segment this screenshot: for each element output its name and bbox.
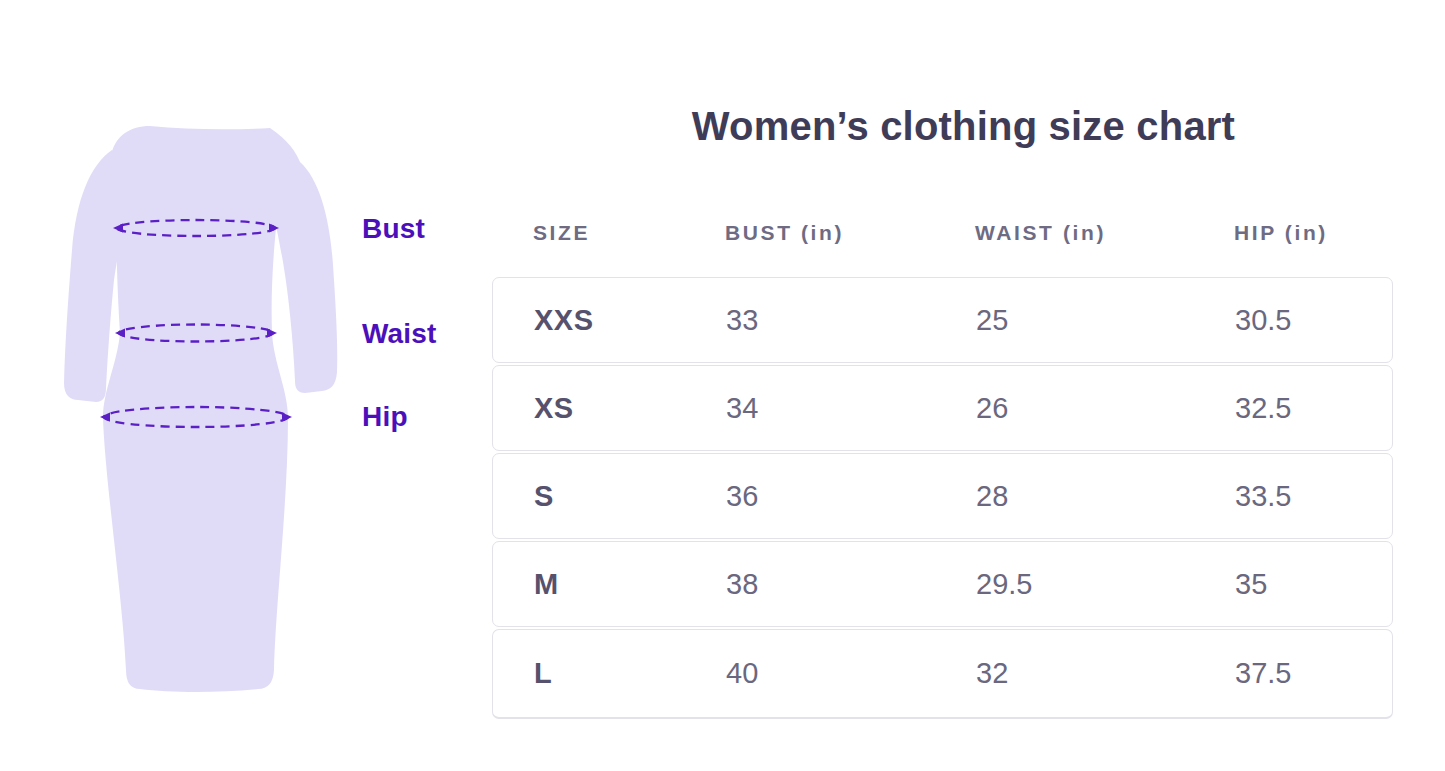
table-row: L 40 32 37.5: [492, 629, 1393, 719]
table-row: XXS 33 25 30.5: [492, 277, 1393, 363]
bust-cell: 36: [726, 480, 976, 513]
column-header-waist: WAIST (in): [975, 221, 1234, 245]
size-cell: L: [534, 657, 726, 690]
table-row: S 36 28 33.5: [492, 453, 1393, 539]
hip-label: Hip: [362, 403, 408, 431]
table-row: XS 34 26 32.5: [492, 365, 1393, 451]
hip-cell: 32.5: [1235, 392, 1392, 425]
hip-cell: 33.5: [1235, 480, 1392, 513]
size-chart-infographic: Bust Waist Hip Women’s clothing size cha…: [0, 0, 1445, 771]
hip-cell: 35: [1235, 568, 1392, 601]
page-title: Women’s clothing size chart: [492, 102, 1393, 150]
waist-cell: 28: [976, 480, 1235, 513]
waist-label: Waist: [362, 320, 437, 348]
size-cell: S: [534, 480, 726, 513]
column-header-size: SIZE: [533, 221, 725, 245]
hip-cell: 37.5: [1235, 657, 1392, 690]
bust-label: Bust: [362, 215, 425, 243]
waist-cell: 32: [976, 657, 1235, 690]
table-header: SIZE BUST (in) WAIST (in) HIP (in): [492, 221, 1393, 245]
waist-cell: 25: [976, 304, 1235, 337]
column-header-bust: BUST (in): [725, 221, 975, 245]
bust-cell: 38: [726, 568, 976, 601]
size-cell: XXS: [534, 304, 726, 337]
hip-cell: 30.5: [1235, 304, 1392, 337]
table-row: M 38 29.5 35: [492, 541, 1393, 627]
waist-cell: 26: [976, 392, 1235, 425]
column-header-hip: HIP (in): [1234, 221, 1393, 245]
bust-cell: 40: [726, 657, 976, 690]
size-cell: M: [534, 568, 726, 601]
bust-cell: 34: [726, 392, 976, 425]
waist-cell: 29.5: [976, 568, 1235, 601]
bust-cell: 33: [726, 304, 976, 337]
size-table: XXS 33 25 30.5 XS 34 26 32.5 S 36 28 33.…: [492, 277, 1393, 719]
dress-illustration: [60, 100, 360, 720]
size-cell: XS: [534, 392, 726, 425]
